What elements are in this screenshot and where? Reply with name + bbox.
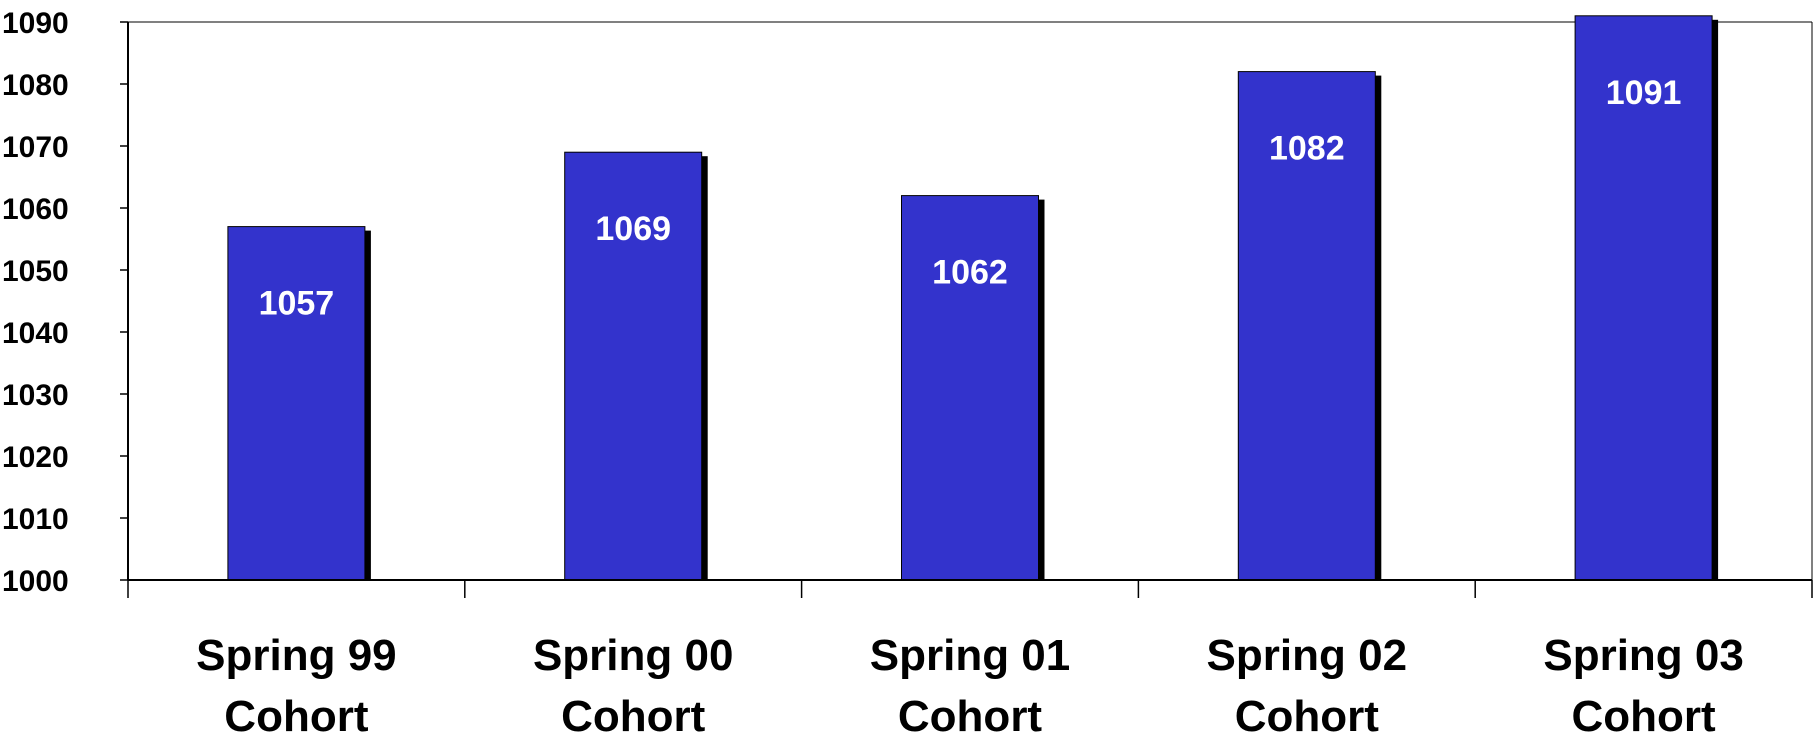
bar bbox=[1237, 71, 1376, 581]
bar bbox=[1574, 15, 1713, 581]
y-tick-label: 1020 bbox=[2, 441, 69, 474]
bar bbox=[564, 151, 703, 581]
x-category-label: Cohort bbox=[224, 692, 369, 737]
x-category-label: Cohort bbox=[1572, 692, 1717, 737]
x-category-label: Spring 01 bbox=[870, 631, 1071, 680]
y-tick-label: 1010 bbox=[2, 503, 69, 536]
bar-data-label: 1082 bbox=[1269, 130, 1345, 168]
bars-group: 1057 1069 1062 1082 1091 bbox=[227, 15, 1719, 581]
x-category-label: Spring 02 bbox=[1207, 631, 1408, 680]
bar bbox=[901, 195, 1039, 581]
y-tick-label: 1030 bbox=[2, 379, 69, 412]
y-axis-ticks: 1000 1010 1020 1030 1040 1050 1060 1070 1080 1090 bbox=[2, 7, 128, 598]
y-tick-label: 1000 bbox=[2, 565, 69, 598]
y-tick-label: 1060 bbox=[2, 193, 69, 226]
x-category-label: Cohort bbox=[561, 692, 706, 737]
bar-data-label: 1062 bbox=[932, 254, 1008, 292]
x-category-label: Spring 03 bbox=[1543, 631, 1744, 680]
bar-data-label: 1069 bbox=[595, 210, 671, 248]
bar-data-label: 1091 bbox=[1606, 74, 1682, 112]
y-tick-label: 1090 bbox=[2, 7, 69, 40]
x-axis-labels: Spring 99 Cohort Spring 00 Cohort Spring 01 C… bbox=[196, 631, 1744, 741]
x-category-label: Spring 99 bbox=[196, 631, 397, 680]
y-tick-label: 1040 bbox=[2, 317, 69, 350]
x-category-label: Cohort bbox=[1235, 692, 1380, 737]
x-category-label: Cohort bbox=[898, 692, 1043, 737]
bar bbox=[227, 226, 366, 581]
y-tick-label: 1070 bbox=[2, 131, 69, 164]
plot-frame bbox=[128, 21, 1813, 580]
x-category-label: Spring 00 bbox=[533, 631, 734, 680]
y-tick-label: 1080 bbox=[2, 69, 69, 102]
axes-group bbox=[127, 22, 1813, 598]
y-tick-label: 1050 bbox=[2, 255, 69, 288]
bar-data-label: 1057 bbox=[259, 285, 335, 323]
